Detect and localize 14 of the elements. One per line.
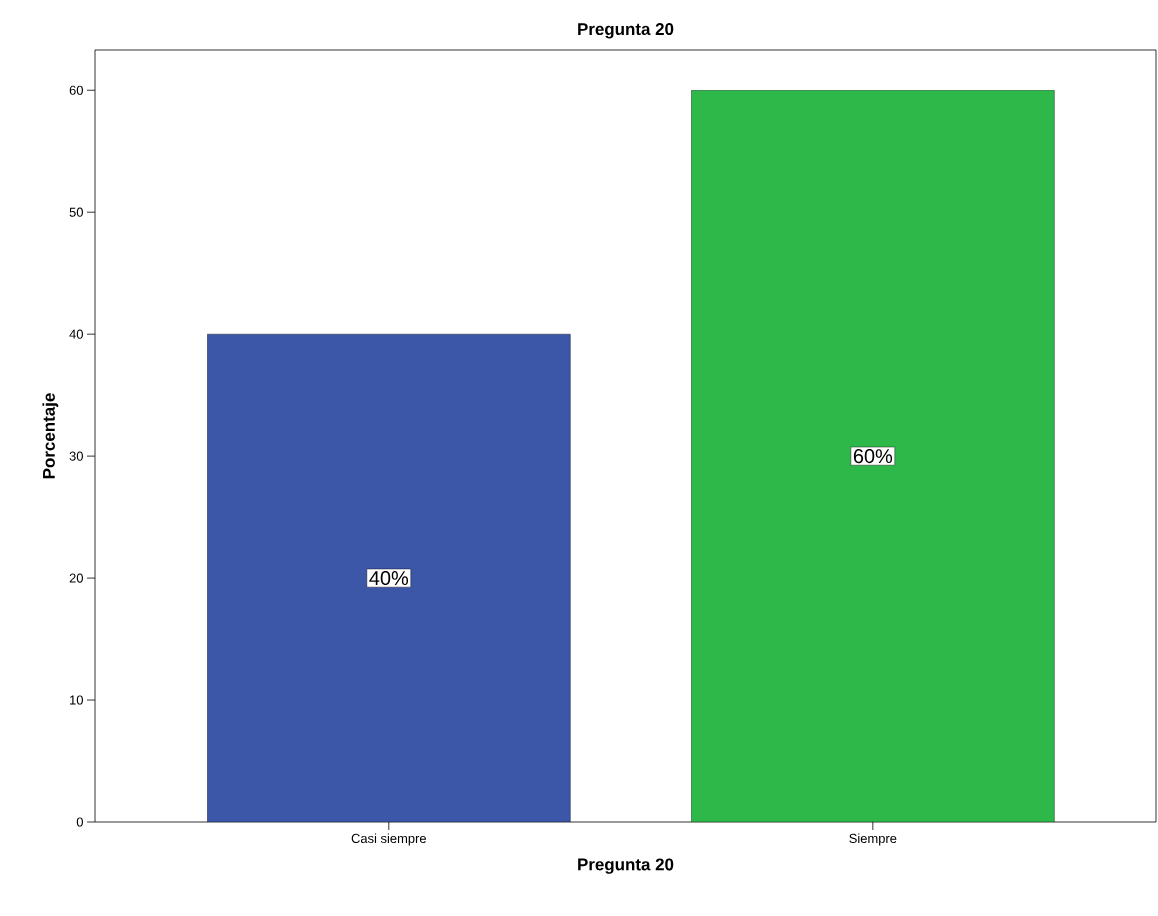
chart-title: Pregunta 20 — [578, 23, 674, 39]
y-tick-label: 50 — [69, 207, 83, 217]
x-tick-label: Siempre — [849, 833, 897, 846]
y-tick-label: 10 — [70, 695, 83, 705]
data-label: 60% — [853, 449, 893, 464]
x-tick-label: Casi siempre — [351, 833, 426, 846]
y-axis-title: Porcentaje — [42, 393, 59, 479]
y-tick-label: 60 — [69, 85, 83, 95]
y-tick-label: 30 — [69, 451, 83, 461]
y-tick-label: 20 — [69, 573, 83, 583]
data-label: 40% — [369, 571, 409, 586]
y-tick-label: 40 — [69, 329, 83, 339]
y-tick-label: 0 — [76, 817, 83, 827]
x-axis-title: Pregunta 20 — [578, 858, 674, 874]
